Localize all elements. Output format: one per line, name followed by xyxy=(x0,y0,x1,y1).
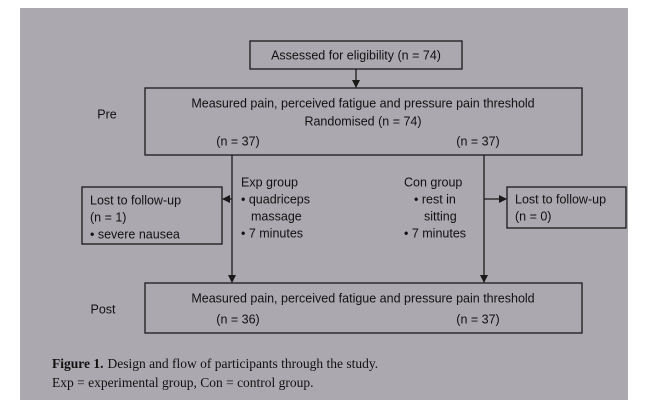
group-line: • 7 minutes xyxy=(404,226,466,240)
pre-n: (n = 37) xyxy=(456,134,499,148)
stage-label: Pre xyxy=(97,107,117,121)
caption-text: Design and flow of participants through … xyxy=(108,356,379,371)
group-line: • rest in xyxy=(414,192,456,206)
caption-label: Figure 1. xyxy=(52,356,104,371)
lost-line: • severe nausea xyxy=(90,227,180,241)
con-lost-box xyxy=(506,186,627,229)
post-box xyxy=(144,282,583,334)
lost-line: (n = 0) xyxy=(515,209,551,223)
post-n: (n = 37) xyxy=(456,312,499,326)
eligibility-text: Assessed for eligibility (n = 74) xyxy=(271,48,441,62)
group-line: • quadriceps xyxy=(241,192,310,206)
pre-line: Measured pain, perceived fatigue and pre… xyxy=(191,96,534,110)
group-line: sitting xyxy=(424,209,457,223)
post-line: Measured pain, perceived fatigue and pre… xyxy=(191,291,534,305)
exp-lost-box xyxy=(81,186,223,245)
pre-box xyxy=(144,87,583,156)
group-line: Con group xyxy=(404,175,462,189)
group-line: • 7 minutes xyxy=(241,226,303,240)
group-line: Exp group xyxy=(241,175,298,189)
caption: Figure 1. Design and flow of participants… xyxy=(52,356,378,371)
lost-line: Lost to follow-up xyxy=(515,192,606,206)
lost-line: Lost to follow-up xyxy=(90,193,181,207)
pre-n: (n = 37) xyxy=(216,134,259,148)
group-line: massage xyxy=(251,209,302,223)
pre-line: Randomised (n = 74) xyxy=(304,114,421,128)
stage-label: Post xyxy=(90,302,116,316)
panel xyxy=(20,8,628,400)
lost-line: (n = 1) xyxy=(90,210,126,224)
caption-note: Exp = experimental group, Con = control … xyxy=(52,375,314,390)
post-n: (n = 36) xyxy=(216,312,259,326)
